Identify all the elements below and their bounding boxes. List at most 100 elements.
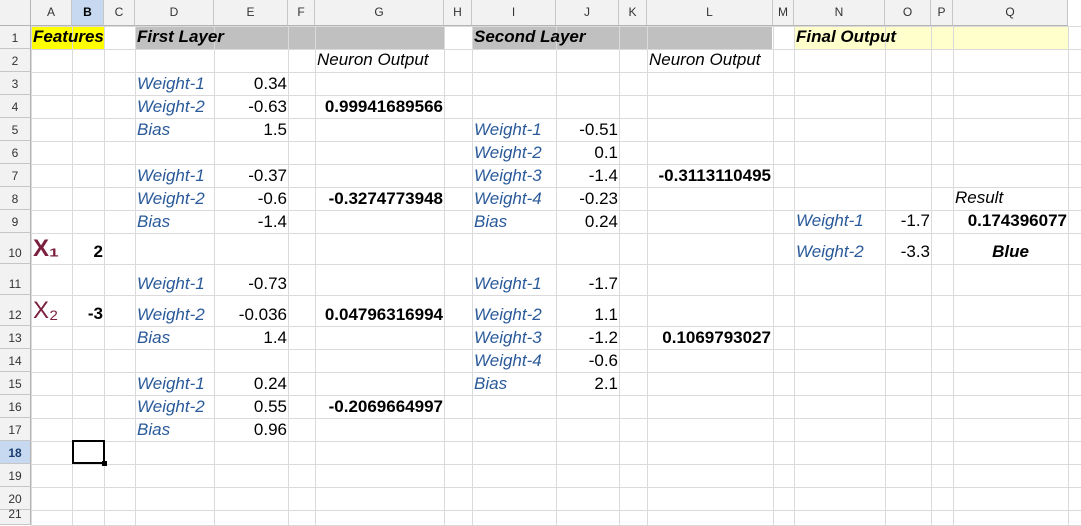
second-layer-param-value[interactable]: 0.24 bbox=[584, 212, 618, 231]
second-layer-param-label[interactable]: Weight-3 bbox=[474, 328, 542, 347]
column-header-m[interactable]: M bbox=[773, 0, 794, 26]
second-layer-param-value[interactable]: -1.7 bbox=[588, 274, 618, 293]
column-header-d[interactable]: D bbox=[135, 0, 214, 26]
row-header-5[interactable]: 5 bbox=[0, 118, 31, 141]
first-layer-neuron-output[interactable]: -0.3274773948 bbox=[328, 189, 443, 208]
row-header-15[interactable]: 15 bbox=[0, 372, 31, 395]
active-cell-cursor[interactable] bbox=[72, 440, 105, 464]
second-layer-param-value[interactable]: -0.23 bbox=[579, 189, 618, 208]
second-layer-param-value[interactable]: 1.1 bbox=[594, 305, 618, 324]
first-layer-param-value[interactable]: -0.6 bbox=[257, 189, 287, 208]
first-layer-param-value[interactable]: 0.24 bbox=[253, 374, 287, 393]
x2-value[interactable]: -3 bbox=[87, 304, 103, 323]
row-header-21[interactable]: 21 bbox=[0, 507, 31, 525]
first-layer-param-label[interactable]: Bias bbox=[137, 420, 171, 439]
second-layer-param-label[interactable]: Weight-4 bbox=[474, 351, 542, 370]
second-layer-neuron-output[interactable]: -0.3113110495 bbox=[658, 166, 771, 185]
row-header-17[interactable]: 17 bbox=[0, 418, 31, 441]
first-layer-param-label[interactable]: Bias bbox=[137, 212, 171, 231]
column-header-k[interactable]: K bbox=[619, 0, 647, 26]
first-layer-param-label[interactable]: Bias bbox=[137, 120, 171, 139]
second-layer-param-label[interactable]: Bias bbox=[474, 374, 508, 393]
first-layer-neuron-output-label[interactable]: Neuron Output bbox=[317, 50, 429, 69]
first-layer-param-value[interactable]: 1.5 bbox=[263, 120, 287, 139]
row-header-20[interactable]: 20 bbox=[0, 487, 31, 510]
row-header-18[interactable]: 18 bbox=[0, 441, 31, 464]
second-layer-param-label[interactable]: Weight-1 bbox=[474, 274, 542, 293]
column-header-j[interactable]: J bbox=[556, 0, 619, 26]
x1-value[interactable]: 2 bbox=[93, 242, 103, 261]
second-layer-param-label[interactable]: Weight-4 bbox=[474, 189, 542, 208]
final-output-header[interactable]: Final Output bbox=[796, 27, 897, 46]
final-output-param-label[interactable]: Weight-2 bbox=[796, 242, 864, 261]
column-header-l[interactable]: L bbox=[647, 0, 773, 26]
row-header-7[interactable]: 7 bbox=[0, 164, 31, 187]
result-class[interactable]: Blue bbox=[992, 242, 1029, 261]
first-layer-neuron-output[interactable]: 0.04796316994 bbox=[324, 305, 443, 324]
row-header-9[interactable]: 9 bbox=[0, 210, 31, 233]
second-layer-param-label[interactable]: Weight-1 bbox=[474, 120, 542, 139]
first-layer-param-value[interactable]: -0.37 bbox=[248, 166, 287, 185]
fill-handle[interactable] bbox=[102, 461, 107, 466]
row-header-19[interactable]: 19 bbox=[0, 464, 31, 487]
second-layer-param-value[interactable]: -1.4 bbox=[588, 166, 618, 185]
first-layer-param-value[interactable]: 1.4 bbox=[263, 328, 287, 347]
column-header-f[interactable]: F bbox=[288, 0, 315, 26]
first-layer-param-label[interactable]: Weight-1 bbox=[137, 274, 205, 293]
row-header-14[interactable]: 14 bbox=[0, 349, 31, 372]
row-header-2[interactable]: 2 bbox=[0, 49, 31, 72]
first-layer-param-label[interactable]: Weight-2 bbox=[137, 305, 205, 324]
result-label[interactable]: Result bbox=[955, 188, 1004, 207]
first-layer-param-label[interactable]: Weight-1 bbox=[137, 74, 205, 93]
second-layer-neuron-output-label[interactable]: Neuron Output bbox=[649, 50, 761, 69]
first-layer-header[interactable]: First Layer bbox=[137, 27, 224, 46]
first-layer-param-value[interactable]: 0.55 bbox=[253, 397, 287, 416]
row-header-1[interactable]: 1 bbox=[0, 26, 31, 49]
column-header-c[interactable]: C bbox=[104, 0, 135, 26]
column-header-q[interactable]: Q bbox=[953, 0, 1068, 26]
row-header-3[interactable]: 3 bbox=[0, 72, 31, 95]
first-layer-param-label[interactable]: Weight-1 bbox=[137, 166, 205, 185]
column-header-e[interactable]: E bbox=[214, 0, 288, 26]
first-layer-param-label[interactable]: Weight-1 bbox=[137, 374, 205, 393]
second-layer-param-value[interactable]: -1.2 bbox=[588, 328, 618, 347]
column-header-a[interactable]: A bbox=[31, 0, 72, 26]
row-header-10[interactable]: 10 bbox=[0, 233, 31, 264]
row-header-4[interactable]: 4 bbox=[0, 95, 31, 118]
final-output-param-value[interactable]: -3.3 bbox=[900, 242, 930, 261]
column-header-p[interactable]: P bbox=[931, 0, 953, 26]
x2-symbol[interactable]: X₂ bbox=[33, 297, 59, 324]
first-layer-param-value[interactable]: -0.63 bbox=[248, 97, 287, 116]
features-header[interactable]: Features bbox=[33, 27, 104, 46]
final-output-param-value[interactable]: -1.7 bbox=[900, 211, 930, 230]
first-layer-param-value[interactable]: 0.34 bbox=[253, 74, 287, 93]
second-layer-neuron-output[interactable]: 0.1069793027 bbox=[662, 328, 771, 347]
row-header-6[interactable]: 6 bbox=[0, 141, 31, 164]
second-layer-param-value[interactable]: -0.51 bbox=[579, 120, 618, 139]
row-header-8[interactable]: 8 bbox=[0, 187, 31, 210]
row-header-13[interactable]: 13 bbox=[0, 326, 31, 349]
first-layer-param-value[interactable]: 0.96 bbox=[253, 420, 287, 439]
final-output-param-label[interactable]: Weight-1 bbox=[796, 211, 864, 230]
second-layer-param-value[interactable]: 2.1 bbox=[594, 374, 618, 393]
column-header-i[interactable]: I bbox=[472, 0, 556, 26]
second-layer-header[interactable]: Second Layer bbox=[474, 27, 586, 46]
row-header-11[interactable]: 11 bbox=[0, 264, 31, 295]
first-layer-param-label[interactable]: Bias bbox=[137, 328, 171, 347]
second-layer-param-label[interactable]: Weight-3 bbox=[474, 166, 542, 185]
first-layer-neuron-output[interactable]: 0.99941689566 bbox=[324, 97, 443, 116]
first-layer-param-label[interactable]: Weight-2 bbox=[137, 397, 205, 416]
second-layer-param-label[interactable]: Bias bbox=[474, 212, 508, 231]
result-value[interactable]: 0.174396077 bbox=[967, 211, 1067, 230]
first-layer-param-value[interactable]: -1.4 bbox=[257, 212, 287, 231]
first-layer-param-label[interactable]: Weight-2 bbox=[137, 189, 205, 208]
column-header-h[interactable]: H bbox=[444, 0, 472, 26]
column-header-b[interactable]: B bbox=[72, 0, 104, 26]
first-layer-param-label[interactable]: Weight-2 bbox=[137, 97, 205, 116]
second-layer-param-value[interactable]: 0.1 bbox=[594, 143, 618, 162]
second-layer-param-label[interactable]: Weight-2 bbox=[474, 305, 542, 324]
row-header-16[interactable]: 16 bbox=[0, 395, 31, 418]
select-all-corner[interactable] bbox=[0, 0, 31, 26]
x1-symbol[interactable]: X₁ bbox=[33, 235, 59, 262]
